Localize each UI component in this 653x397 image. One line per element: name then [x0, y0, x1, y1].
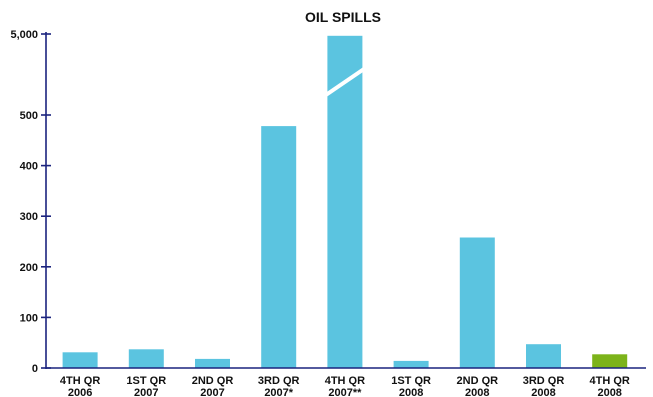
x-tick-label-line: 1ST QR [391, 375, 431, 387]
bar-2 [128, 349, 164, 368]
bar-4 [261, 126, 297, 368]
bar-8 [526, 344, 561, 368]
x-tick-label: 3RD QR 2007* [258, 375, 300, 397]
axis-break-mark [323, 66, 367, 98]
x-tick-label: 4TH QR 2007** [325, 375, 365, 397]
x-tick-label-line: 4TH QR [60, 375, 100, 387]
bar-3 [195, 358, 230, 368]
y-tick-label: 0 [32, 363, 38, 375]
x-tick-label-line: 3RD QR [258, 375, 300, 387]
x-tick-label-line: 2006 [68, 387, 92, 397]
x-tick-label-line: 4TH QR [325, 375, 365, 387]
y-tick-label: 100 [20, 312, 38, 324]
x-tick-label-line: 2007* [264, 387, 293, 397]
y-tick-label: 300 [20, 211, 38, 223]
x-tick-label: 3RD QR 2008 [523, 375, 565, 397]
bar-9 [592, 354, 628, 368]
x-tick-label: 4TH QR 2006 [60, 375, 100, 397]
x-tick-label: 4TH QR 2008 [590, 375, 630, 397]
axes [45, 32, 646, 369]
x-tick-label-line: 2008 [465, 387, 489, 397]
x-tick-label: 1ST QR 2008 [391, 375, 431, 397]
bar-6 [393, 360, 429, 368]
bar-5 [327, 35, 363, 369]
bar-7 [459, 237, 495, 368]
chart-title: OIL SPILLS [305, 9, 381, 25]
y-tick-label: 400 [20, 161, 38, 173]
x-tick-label-line: 2ND QR [192, 375, 234, 387]
x-tick-label-line: 2ND QR [457, 375, 499, 387]
x-tick-label-line: 1ST QR [126, 375, 166, 387]
x-tick-label-line: 2007 [200, 387, 224, 397]
x-tick-label-line: 4TH QR [590, 375, 630, 387]
x-tick-label-line: 2008 [531, 387, 555, 397]
x-tick-label-line: 3RD QR [523, 375, 565, 387]
y-tick-label: 5,000 [10, 29, 38, 41]
x-tick-label-line: 2008 [399, 387, 423, 397]
y-tick-label: 200 [20, 262, 38, 274]
x-tick-label: 1ST QR 2007 [126, 375, 166, 397]
x-tick-label: 2ND QR 2007 [192, 375, 234, 397]
y-tick-label: 500 [20, 110, 38, 122]
bar-1 [62, 352, 98, 368]
bar-group [62, 35, 628, 369]
x-tick-label-line: 2008 [597, 387, 621, 397]
x-tick-label: 2ND QR 2008 [457, 375, 499, 397]
y-axis-ticks: 0 100 200 300 400 500 5,000 [10, 29, 51, 375]
x-tick-label-line: 2007** [328, 387, 362, 397]
x-tick-label-line: 2007 [134, 387, 158, 397]
